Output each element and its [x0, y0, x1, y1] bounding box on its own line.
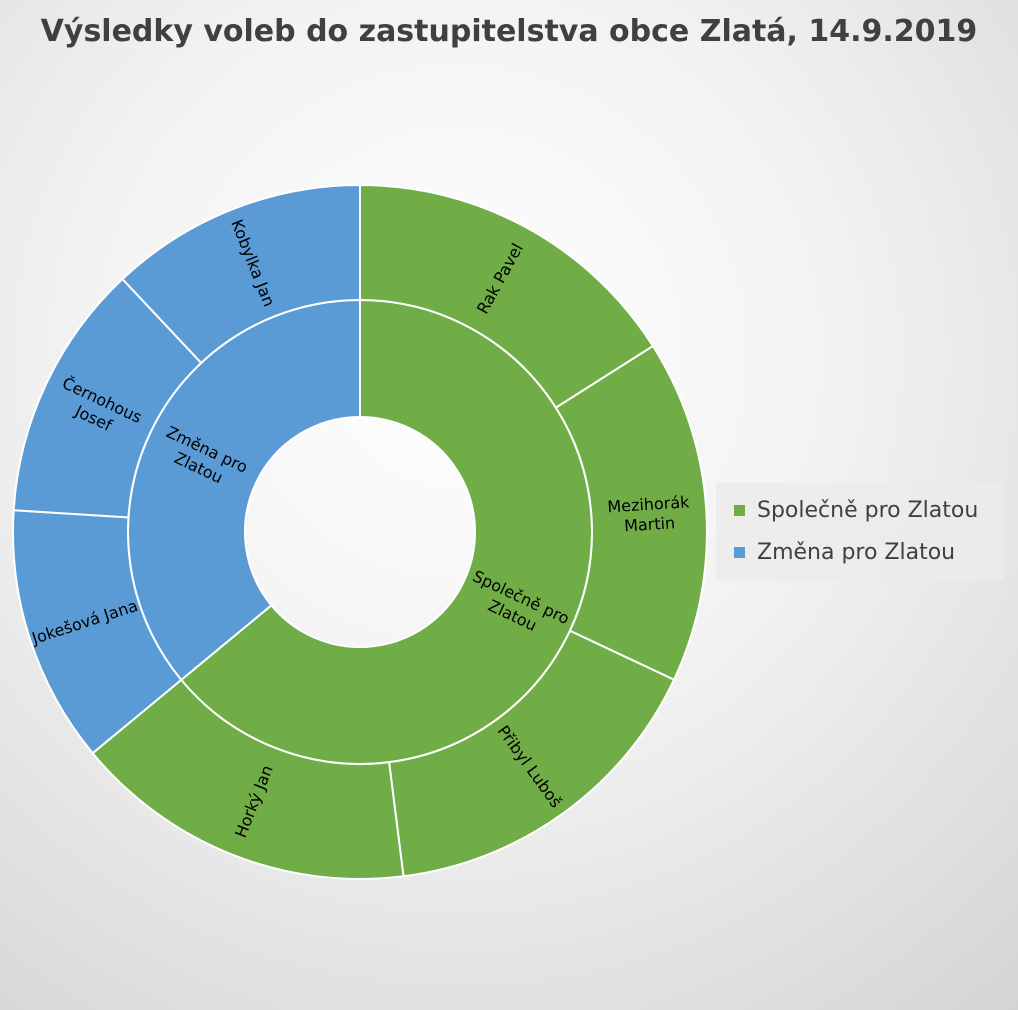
legend-label-spolecne: Společně pro Zlatou [757, 497, 979, 523]
legend-swatch-zmena [734, 546, 745, 558]
legend-swatch-spolecne [734, 504, 745, 516]
outer-ring-slice-kobylka-jan [121, 183, 361, 365]
legend-label-zmena: Změna pro Zlatou [757, 539, 956, 565]
legend-item-zmena: Změna pro Zlatou [734, 537, 955, 567]
legend: Společně pro Zlatou Změna pro Zlatou [716, 483, 1004, 581]
legend-item-spolecne: Společně pro Zlatou [734, 495, 978, 525]
outer-ring-label-mezihorak-martin: MezihorákMartin [607, 492, 692, 536]
chart-title: Výsledky voleb do zastupitelstva obce Zl… [40, 14, 978, 49]
